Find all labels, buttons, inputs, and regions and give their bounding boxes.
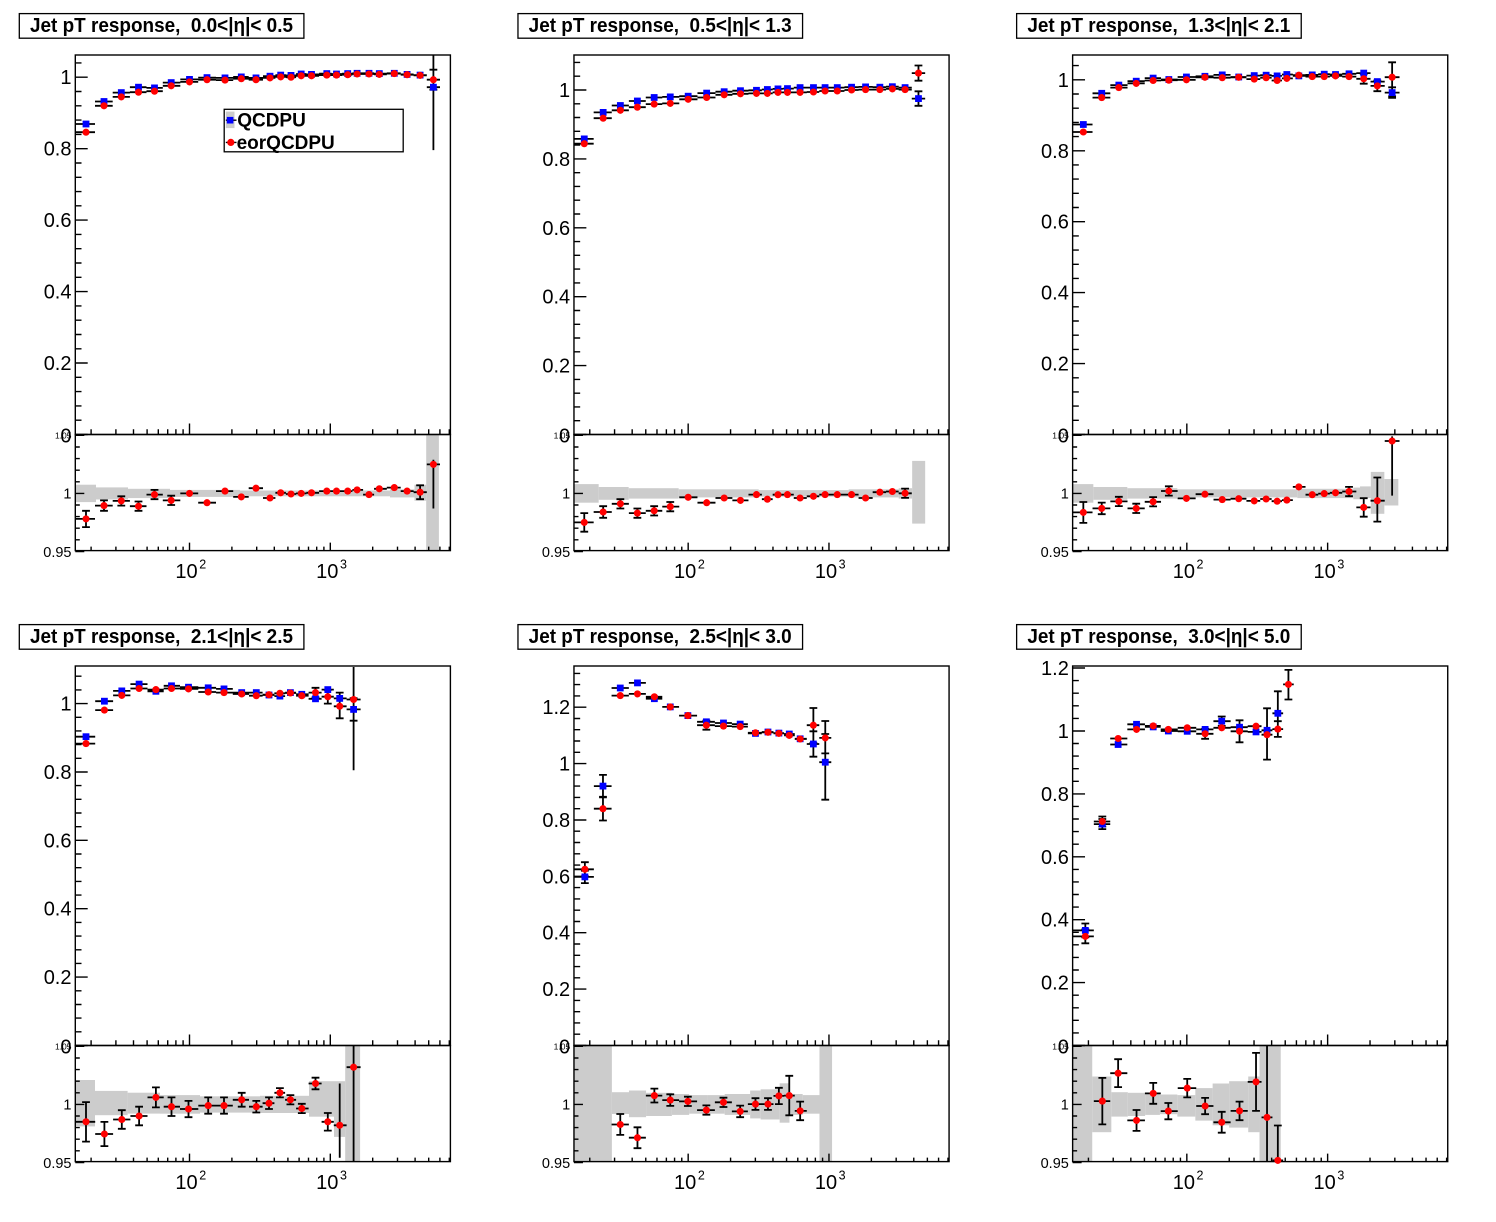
svg-text:1.05: 1.05: [1052, 430, 1069, 440]
svg-text:3: 3: [1337, 1169, 1344, 1183]
svg-text:Jet pT response, 0.5<|η|< 1.3: Jet pT response, 0.5<|η|< 1.3: [529, 14, 792, 37]
svg-text:3: 3: [1337, 558, 1344, 572]
svg-text:0.8: 0.8: [44, 139, 72, 161]
svg-text:0.6: 0.6: [44, 830, 72, 852]
svg-text:10: 10: [815, 1172, 837, 1194]
svg-text:10: 10: [316, 1172, 338, 1194]
svg-text:0.8: 0.8: [1041, 141, 1069, 163]
svg-text:1: 1: [60, 67, 71, 89]
svg-text:0.4: 0.4: [44, 282, 72, 304]
svg-text:0.6: 0.6: [1041, 212, 1069, 234]
svg-text:2: 2: [1197, 558, 1204, 572]
svg-text:0.4: 0.4: [1041, 910, 1069, 932]
svg-text:0.2: 0.2: [44, 967, 72, 989]
svg-text:0: 0: [559, 1037, 570, 1059]
svg-text:eorQCDPU: eorQCDPU: [237, 133, 335, 154]
svg-text:0.95: 0.95: [542, 1156, 570, 1172]
svg-text:10: 10: [674, 561, 696, 583]
svg-text:0.8: 0.8: [1041, 784, 1069, 806]
svg-text:1: 1: [1061, 487, 1069, 503]
svg-text:0: 0: [1058, 426, 1069, 448]
svg-text:3: 3: [839, 558, 846, 572]
svg-text:1: 1: [559, 80, 570, 102]
svg-text:10: 10: [1173, 561, 1195, 583]
svg-text:0.8: 0.8: [542, 810, 570, 832]
svg-text:10: 10: [175, 561, 197, 583]
svg-text:2: 2: [1197, 1169, 1204, 1183]
svg-text:0.95: 0.95: [43, 1156, 71, 1172]
svg-text:1.2: 1.2: [542, 697, 570, 719]
svg-text:Jet pT response, 2.1<|η|< 2.5: Jet pT response, 2.1<|η|< 2.5: [30, 625, 293, 648]
svg-text:QCDPU: QCDPU: [237, 111, 306, 132]
svg-text:0.4: 0.4: [44, 899, 72, 921]
svg-text:1: 1: [63, 487, 71, 503]
svg-text:0: 0: [60, 1037, 71, 1059]
svg-text:0.8: 0.8: [542, 149, 570, 171]
svg-text:1.2: 1.2: [1041, 658, 1069, 680]
svg-text:2: 2: [698, 558, 705, 572]
svg-text:1.05: 1.05: [554, 430, 571, 440]
svg-text:3: 3: [340, 1169, 347, 1183]
svg-text:10: 10: [1173, 1172, 1195, 1194]
svg-text:0.4: 0.4: [1041, 283, 1069, 305]
svg-text:1.05: 1.05: [55, 1041, 72, 1051]
svg-text:1: 1: [1058, 70, 1069, 92]
svg-text:0.95: 0.95: [542, 545, 570, 561]
svg-text:3: 3: [340, 558, 347, 572]
svg-text:10: 10: [175, 1172, 197, 1194]
svg-text:1.05: 1.05: [1052, 1041, 1069, 1051]
svg-text:2: 2: [199, 558, 206, 572]
svg-text:0.8: 0.8: [44, 762, 72, 784]
svg-text:Jet pT response, 0.0<|η|< 0.5: Jet pT response, 0.0<|η|< 0.5: [30, 14, 293, 37]
svg-text:0.6: 0.6: [44, 210, 72, 232]
svg-text:0.6: 0.6: [542, 218, 570, 240]
svg-text:10: 10: [1314, 1172, 1336, 1194]
svg-text:10: 10: [674, 1172, 696, 1194]
svg-text:2: 2: [698, 1169, 705, 1183]
svg-text:0: 0: [559, 426, 570, 448]
svg-text:2: 2: [199, 1169, 206, 1183]
svg-text:0.6: 0.6: [1041, 847, 1069, 869]
svg-text:1: 1: [60, 694, 71, 716]
svg-text:Jet pT response, 2.5<|η|< 3.0: Jet pT response, 2.5<|η|< 3.0: [529, 625, 792, 648]
svg-text:0.4: 0.4: [542, 287, 570, 309]
svg-text:1: 1: [562, 1098, 570, 1114]
svg-text:0.4: 0.4: [542, 923, 570, 945]
svg-text:Jet pT response, 3.0<|η|< 5.0: Jet pT response, 3.0<|η|< 5.0: [1027, 625, 1290, 648]
svg-text:10: 10: [815, 561, 837, 583]
svg-text:0.2: 0.2: [44, 353, 72, 375]
svg-text:0.2: 0.2: [542, 979, 570, 1001]
svg-text:3: 3: [839, 1169, 846, 1183]
svg-text:0: 0: [60, 426, 71, 448]
svg-text:Jet pT response, 1.3<|η|< 2.1: Jet pT response, 1.3<|η|< 2.1: [1027, 14, 1290, 37]
svg-text:10: 10: [316, 561, 338, 583]
svg-text:0.2: 0.2: [1041, 973, 1069, 995]
svg-text:10: 10: [1314, 561, 1336, 583]
svg-text:0.95: 0.95: [43, 545, 71, 561]
svg-text:0.95: 0.95: [1041, 545, 1069, 561]
svg-text:1: 1: [1061, 1098, 1069, 1114]
svg-text:0.2: 0.2: [542, 356, 570, 378]
svg-text:1: 1: [562, 487, 570, 503]
svg-text:1: 1: [1058, 721, 1069, 743]
svg-text:1: 1: [63, 1098, 71, 1114]
svg-text:1.05: 1.05: [554, 1041, 571, 1051]
svg-text:1: 1: [559, 754, 570, 776]
svg-text:0.6: 0.6: [542, 866, 570, 888]
svg-text:0.95: 0.95: [1041, 1156, 1069, 1172]
svg-text:0: 0: [1058, 1037, 1069, 1059]
svg-text:1.05: 1.05: [55, 430, 72, 440]
svg-text:0.2: 0.2: [1041, 354, 1069, 376]
